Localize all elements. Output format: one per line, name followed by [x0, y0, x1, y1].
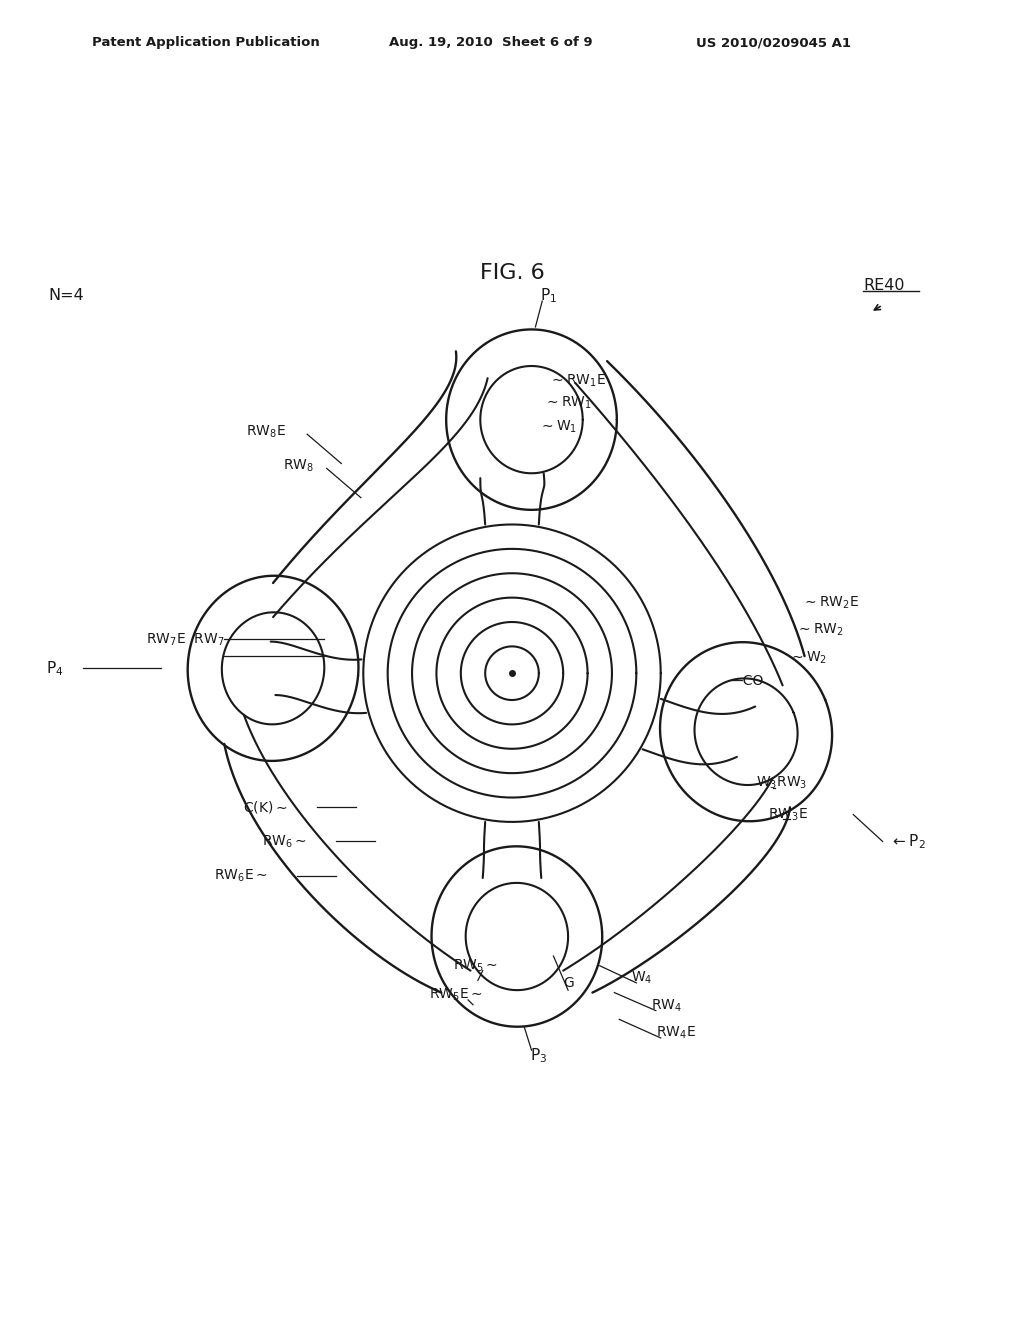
Text: $\sim$RW$_1$: $\sim$RW$_1$: [544, 395, 592, 411]
Text: $\sim$RW$_1$E: $\sim$RW$_1$E: [549, 372, 605, 389]
Text: RW$_5$$\sim$: RW$_5$$\sim$: [454, 957, 499, 974]
Text: RW$_6$E$\sim$: RW$_6$E$\sim$: [214, 867, 268, 884]
Text: FIG. 6: FIG. 6: [479, 264, 545, 284]
Text: $\sim$W$_1$: $\sim$W$_1$: [539, 418, 577, 436]
Text: RW$_8$: RW$_8$: [283, 458, 313, 474]
Text: $\leftarrow$P$_2$: $\leftarrow$P$_2$: [890, 832, 926, 851]
Text: Patent Application Publication: Patent Application Publication: [92, 36, 319, 49]
Text: G: G: [563, 975, 573, 990]
Text: US 2010/0209045 A1: US 2010/0209045 A1: [696, 36, 851, 49]
Text: RW$_6$$\sim$: RW$_6$$\sim$: [262, 833, 307, 850]
Text: C(K)$\sim$: C(K)$\sim$: [244, 800, 288, 816]
Text: RW$_4$: RW$_4$: [651, 998, 682, 1014]
Text: RW$_3$E: RW$_3$E: [768, 807, 808, 822]
Text: —CO: —CO: [729, 673, 763, 688]
Text: N=4: N=4: [49, 288, 85, 302]
Text: W$_4$: W$_4$: [632, 970, 653, 986]
Text: $\sim$RW$_2$: $\sim$RW$_2$: [796, 622, 844, 639]
Text: W$_3$RW$_3$: W$_3$RW$_3$: [756, 775, 807, 791]
Text: $\sim$W$_2$: $\sim$W$_2$: [788, 649, 827, 665]
Text: RW$_4$E: RW$_4$E: [655, 1024, 695, 1041]
Text: P$_1$: P$_1$: [540, 286, 557, 305]
Text: $\sim$RW$_2$E: $\sim$RW$_2$E: [802, 594, 859, 611]
Text: Aug. 19, 2010  Sheet 6 of 9: Aug. 19, 2010 Sheet 6 of 9: [389, 36, 593, 49]
Text: P$_3$: P$_3$: [530, 1047, 548, 1065]
Text: RW$_5$E$\sim$: RW$_5$E$\sim$: [429, 987, 482, 1003]
Text: RW$_7$E  RW$_7$: RW$_7$E RW$_7$: [146, 632, 225, 648]
Text: P$_4$: P$_4$: [46, 659, 63, 677]
Text: RE40: RE40: [863, 279, 904, 293]
Text: RW$_8$E: RW$_8$E: [246, 424, 286, 440]
